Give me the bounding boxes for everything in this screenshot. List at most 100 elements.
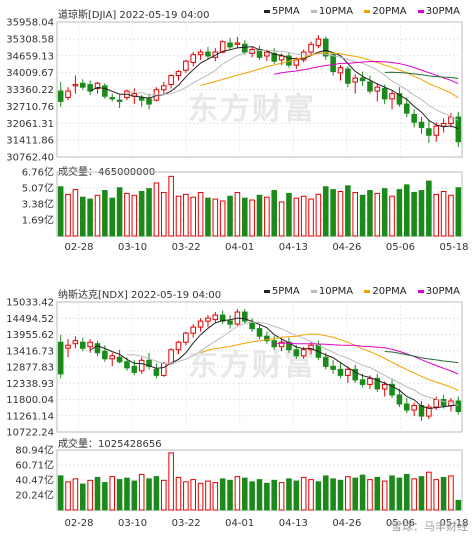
ma-long-line [384, 351, 459, 364]
candle-body [345, 68, 351, 84]
volume-bar [175, 476, 182, 511]
volume-bar [418, 476, 425, 511]
volume-bar [367, 190, 373, 237]
candle-body [57, 341, 64, 375]
candle-body [227, 320, 233, 325]
volume-bar [308, 198, 314, 237]
legend-ma30: 30PMA [417, 286, 460, 297]
price-tick-label: 35308.58 [6, 34, 54, 45]
volume-bar [227, 195, 233, 237]
candle-body [448, 116, 454, 125]
volume-bar [175, 195, 182, 237]
candle-body [440, 123, 447, 127]
volume-bar [271, 190, 278, 237]
candle-body [315, 38, 322, 47]
volume-bar [183, 193, 189, 237]
volume-bar [190, 479, 197, 511]
date-tick-label: 05-18 [439, 518, 468, 529]
volume-bar [190, 196, 197, 237]
volume-bar [212, 482, 219, 511]
legend-ma5: 5PMA [263, 6, 300, 17]
volume-bar [315, 193, 322, 237]
volume-bar [374, 192, 381, 237]
volume-bar [345, 185, 351, 237]
chart-title: 道琼斯[DJIA] 2022-05-19 04:00 [58, 10, 210, 21]
volume-bar [448, 194, 454, 237]
volume-tick-label: 80.94亿 [15, 444, 54, 457]
price-tick-label: 11261.14 [6, 411, 54, 422]
chart-panel-djia: 道琼斯[DJIA] 2022-05-19 04:00 5PMA 10PMA 20… [0, 0, 476, 262]
volume-bar [116, 479, 123, 511]
volume-bar [102, 190, 108, 237]
date-tick-label: 04-26 [332, 242, 361, 253]
volume-tick-label: 6.76亿 [22, 166, 54, 179]
volume-bar [433, 479, 440, 511]
volume-bar [87, 479, 93, 511]
candle-body [109, 355, 116, 360]
candle-body [322, 38, 329, 57]
candle-body [359, 379, 366, 385]
volume-bar [168, 175, 174, 237]
volume-bar [160, 191, 167, 237]
volume-bar [322, 475, 329, 511]
volume-bar [160, 479, 167, 511]
candle-body [160, 85, 167, 91]
candle-body [300, 51, 307, 61]
volume-bar [455, 499, 462, 511]
candle-body [94, 343, 101, 354]
candle-body [389, 383, 395, 396]
candle-body [352, 368, 359, 381]
volume-bar [197, 191, 204, 237]
candle-body [241, 43, 248, 53]
candle-body [264, 335, 270, 342]
date-tick-label: 05-18 [439, 242, 468, 253]
price-tick-label: 14494.52 [6, 314, 54, 325]
legend-ma30: 30PMA [417, 6, 460, 17]
volume-bar [146, 478, 152, 511]
candle-body [219, 314, 226, 322]
volume-bar [426, 471, 432, 511]
candle-body [426, 406, 432, 417]
volume-bar [249, 199, 255, 237]
candle-body [433, 125, 440, 136]
volume-bar [337, 191, 344, 237]
candle-body [403, 403, 410, 411]
volume-bar [426, 180, 432, 237]
price-tick-label: 12338.93 [6, 379, 54, 390]
legend-ma10: 10PMA [310, 6, 353, 17]
volume-bar [448, 475, 454, 511]
candle-body [411, 113, 417, 123]
candle-body [153, 368, 160, 376]
candle-body [227, 42, 233, 48]
candle-body [146, 98, 152, 105]
volume-label: 成交量：1025428656 [58, 439, 162, 450]
candle-body [102, 350, 108, 360]
volume-bar [352, 477, 359, 511]
date-tick-label: 04-13 [279, 242, 308, 253]
volume-bar [94, 194, 101, 237]
candle-body [337, 67, 344, 74]
volume-bar [131, 480, 138, 511]
watermark: 东方财富 [188, 348, 316, 383]
date-tick-label: 04-26 [332, 518, 361, 529]
candle-body [116, 356, 123, 363]
price-tick-label: 10722.24 [6, 428, 54, 439]
price-tick-label: 15033.42 [6, 298, 54, 309]
volume-bar [249, 481, 255, 511]
volume-tick-label: 1.69亿 [22, 214, 54, 227]
volume-bar [381, 188, 388, 237]
candle-body [124, 361, 130, 369]
volume-tick-label: 3.38亿 [22, 198, 54, 211]
candle-body [271, 52, 278, 62]
volume-tick-label: 20.24亿 [15, 489, 54, 502]
candle-body [352, 77, 359, 83]
volume-bar [219, 200, 226, 237]
volume-bar [389, 475, 395, 511]
volume-bar [219, 478, 226, 511]
volume-bar [138, 473, 145, 511]
candle-body [146, 359, 152, 367]
chart-panel-ndx: 纳斯达克[NDX] 2022-05-19 04:00 5PMA 10PMA 20… [0, 280, 476, 538]
candle-body [286, 341, 292, 351]
price-tick-label: 32061.31 [6, 119, 54, 130]
volume-bar [65, 193, 71, 237]
